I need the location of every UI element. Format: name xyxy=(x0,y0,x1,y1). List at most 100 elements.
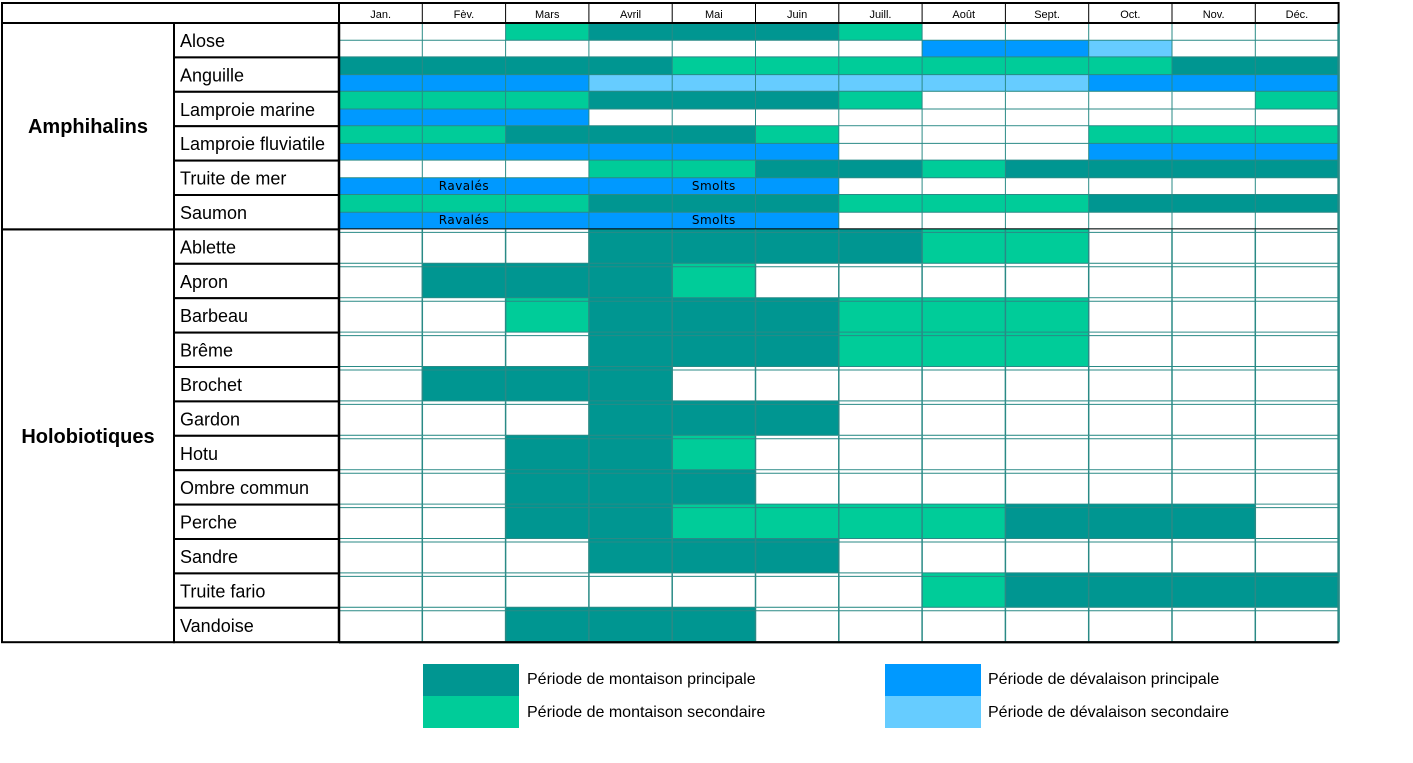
species-label: Anguille xyxy=(180,65,244,85)
cell-devalaison xyxy=(339,109,423,127)
cell-montaison xyxy=(838,401,923,436)
cell-montaison xyxy=(672,332,756,367)
cell-montaison xyxy=(1088,126,1172,144)
cell-montaison xyxy=(1255,91,1339,109)
cell-devalaison xyxy=(922,40,1006,58)
cell-montaison xyxy=(1172,470,1256,505)
cell-devalaison xyxy=(1255,212,1339,230)
cell-montaison xyxy=(1088,607,1172,643)
cell-montaison xyxy=(1088,23,1172,41)
cell-montaison xyxy=(1088,367,1172,402)
cell-montaison xyxy=(1005,263,1089,299)
cell-devalaison xyxy=(672,40,756,58)
cell-montaison xyxy=(1005,23,1089,41)
cell-devalaison xyxy=(838,177,923,195)
cell-montaison xyxy=(422,401,506,436)
month-header: Jan. xyxy=(370,9,391,21)
cell-montaison xyxy=(505,57,589,75)
cell-montaison xyxy=(755,195,839,213)
cell-montaison xyxy=(1088,57,1172,75)
cell-montaison xyxy=(505,195,589,213)
cell-devalaison xyxy=(1172,143,1256,161)
cell-montaison xyxy=(588,470,673,505)
cell-montaison xyxy=(672,263,756,299)
cell-montaison xyxy=(838,435,923,471)
cell-montaison xyxy=(339,229,423,264)
cell-montaison xyxy=(1088,298,1172,333)
cell-devalaison xyxy=(672,143,756,161)
header-blank-cell xyxy=(1,2,340,24)
cell-montaison xyxy=(838,126,923,144)
cell-montaison xyxy=(838,298,923,333)
cell-montaison xyxy=(838,160,923,178)
species-label-cell xyxy=(173,434,340,472)
cell-montaison xyxy=(339,504,423,539)
legend-swatch-deval-principal xyxy=(885,664,981,696)
species-label-cell xyxy=(173,159,340,197)
cell-montaison xyxy=(1005,607,1089,643)
cell-montaison xyxy=(422,57,506,75)
cell-montaison xyxy=(1172,195,1256,213)
cell-montaison xyxy=(422,91,506,109)
cell-montaison xyxy=(672,401,756,436)
cell-montaison xyxy=(422,126,506,144)
cell-montaison xyxy=(339,539,423,574)
cell-montaison xyxy=(339,607,423,643)
cell-montaison xyxy=(1172,23,1256,41)
cell-montaison xyxy=(422,263,506,299)
cell-montaison xyxy=(755,435,839,471)
cell-montaison xyxy=(422,160,506,178)
cell-montaison xyxy=(1005,367,1089,402)
cell-montaison xyxy=(1005,504,1089,539)
cell-montaison xyxy=(588,23,673,41)
cell-montaison xyxy=(505,91,589,109)
cell-montaison xyxy=(422,195,506,213)
cell-montaison xyxy=(505,367,589,402)
cell-montaison xyxy=(1255,367,1339,402)
cell-montaison xyxy=(755,367,839,402)
cell-montaison xyxy=(672,435,756,471)
cell-devalaison xyxy=(1005,177,1089,195)
cell-devalaison xyxy=(755,109,839,127)
cell-montaison xyxy=(672,504,756,539)
cell-devalaison xyxy=(1172,109,1256,127)
cell-montaison xyxy=(755,263,839,299)
cell-montaison xyxy=(1255,504,1339,539)
cell-montaison xyxy=(1255,298,1339,333)
cell-devalaison xyxy=(588,74,673,92)
cell-devalaison xyxy=(588,143,673,161)
legend-label-deval-principal: Période de dévalaison principale xyxy=(988,671,1220,688)
cell-devalaison xyxy=(505,40,589,58)
month-header: Août xyxy=(952,9,975,21)
cell-montaison xyxy=(588,195,673,213)
cell-montaison xyxy=(922,539,1006,574)
cell-montaison xyxy=(1088,195,1172,213)
cell-montaison xyxy=(922,298,1006,333)
cell-devalaison xyxy=(505,177,589,195)
cell-devalaison xyxy=(1255,143,1339,161)
cell-montaison xyxy=(755,126,839,144)
cell-montaison xyxy=(922,504,1006,539)
cell-devalaison xyxy=(588,212,673,230)
species-label: Alose xyxy=(180,31,225,51)
cell-montaison xyxy=(505,298,589,333)
group-cell xyxy=(1,228,175,644)
cell-montaison xyxy=(1088,332,1172,367)
cell-montaison xyxy=(339,367,423,402)
cell-montaison xyxy=(755,57,839,75)
cell-montaison xyxy=(1005,195,1089,213)
cell-montaison xyxy=(339,263,423,299)
species-label: Vandoise xyxy=(180,616,254,636)
cell-montaison xyxy=(339,470,423,505)
month-header: Juin xyxy=(787,9,807,21)
cell-montaison xyxy=(1005,332,1089,367)
cell-montaison xyxy=(422,435,506,471)
cell-montaison xyxy=(755,160,839,178)
cell-devalaison xyxy=(838,143,923,161)
cell-montaison xyxy=(1255,57,1339,75)
cell-montaison xyxy=(755,91,839,109)
cell-montaison xyxy=(755,332,839,367)
cell-montaison xyxy=(922,607,1006,643)
cell-montaison xyxy=(1172,435,1256,471)
cell-montaison xyxy=(1172,126,1256,144)
